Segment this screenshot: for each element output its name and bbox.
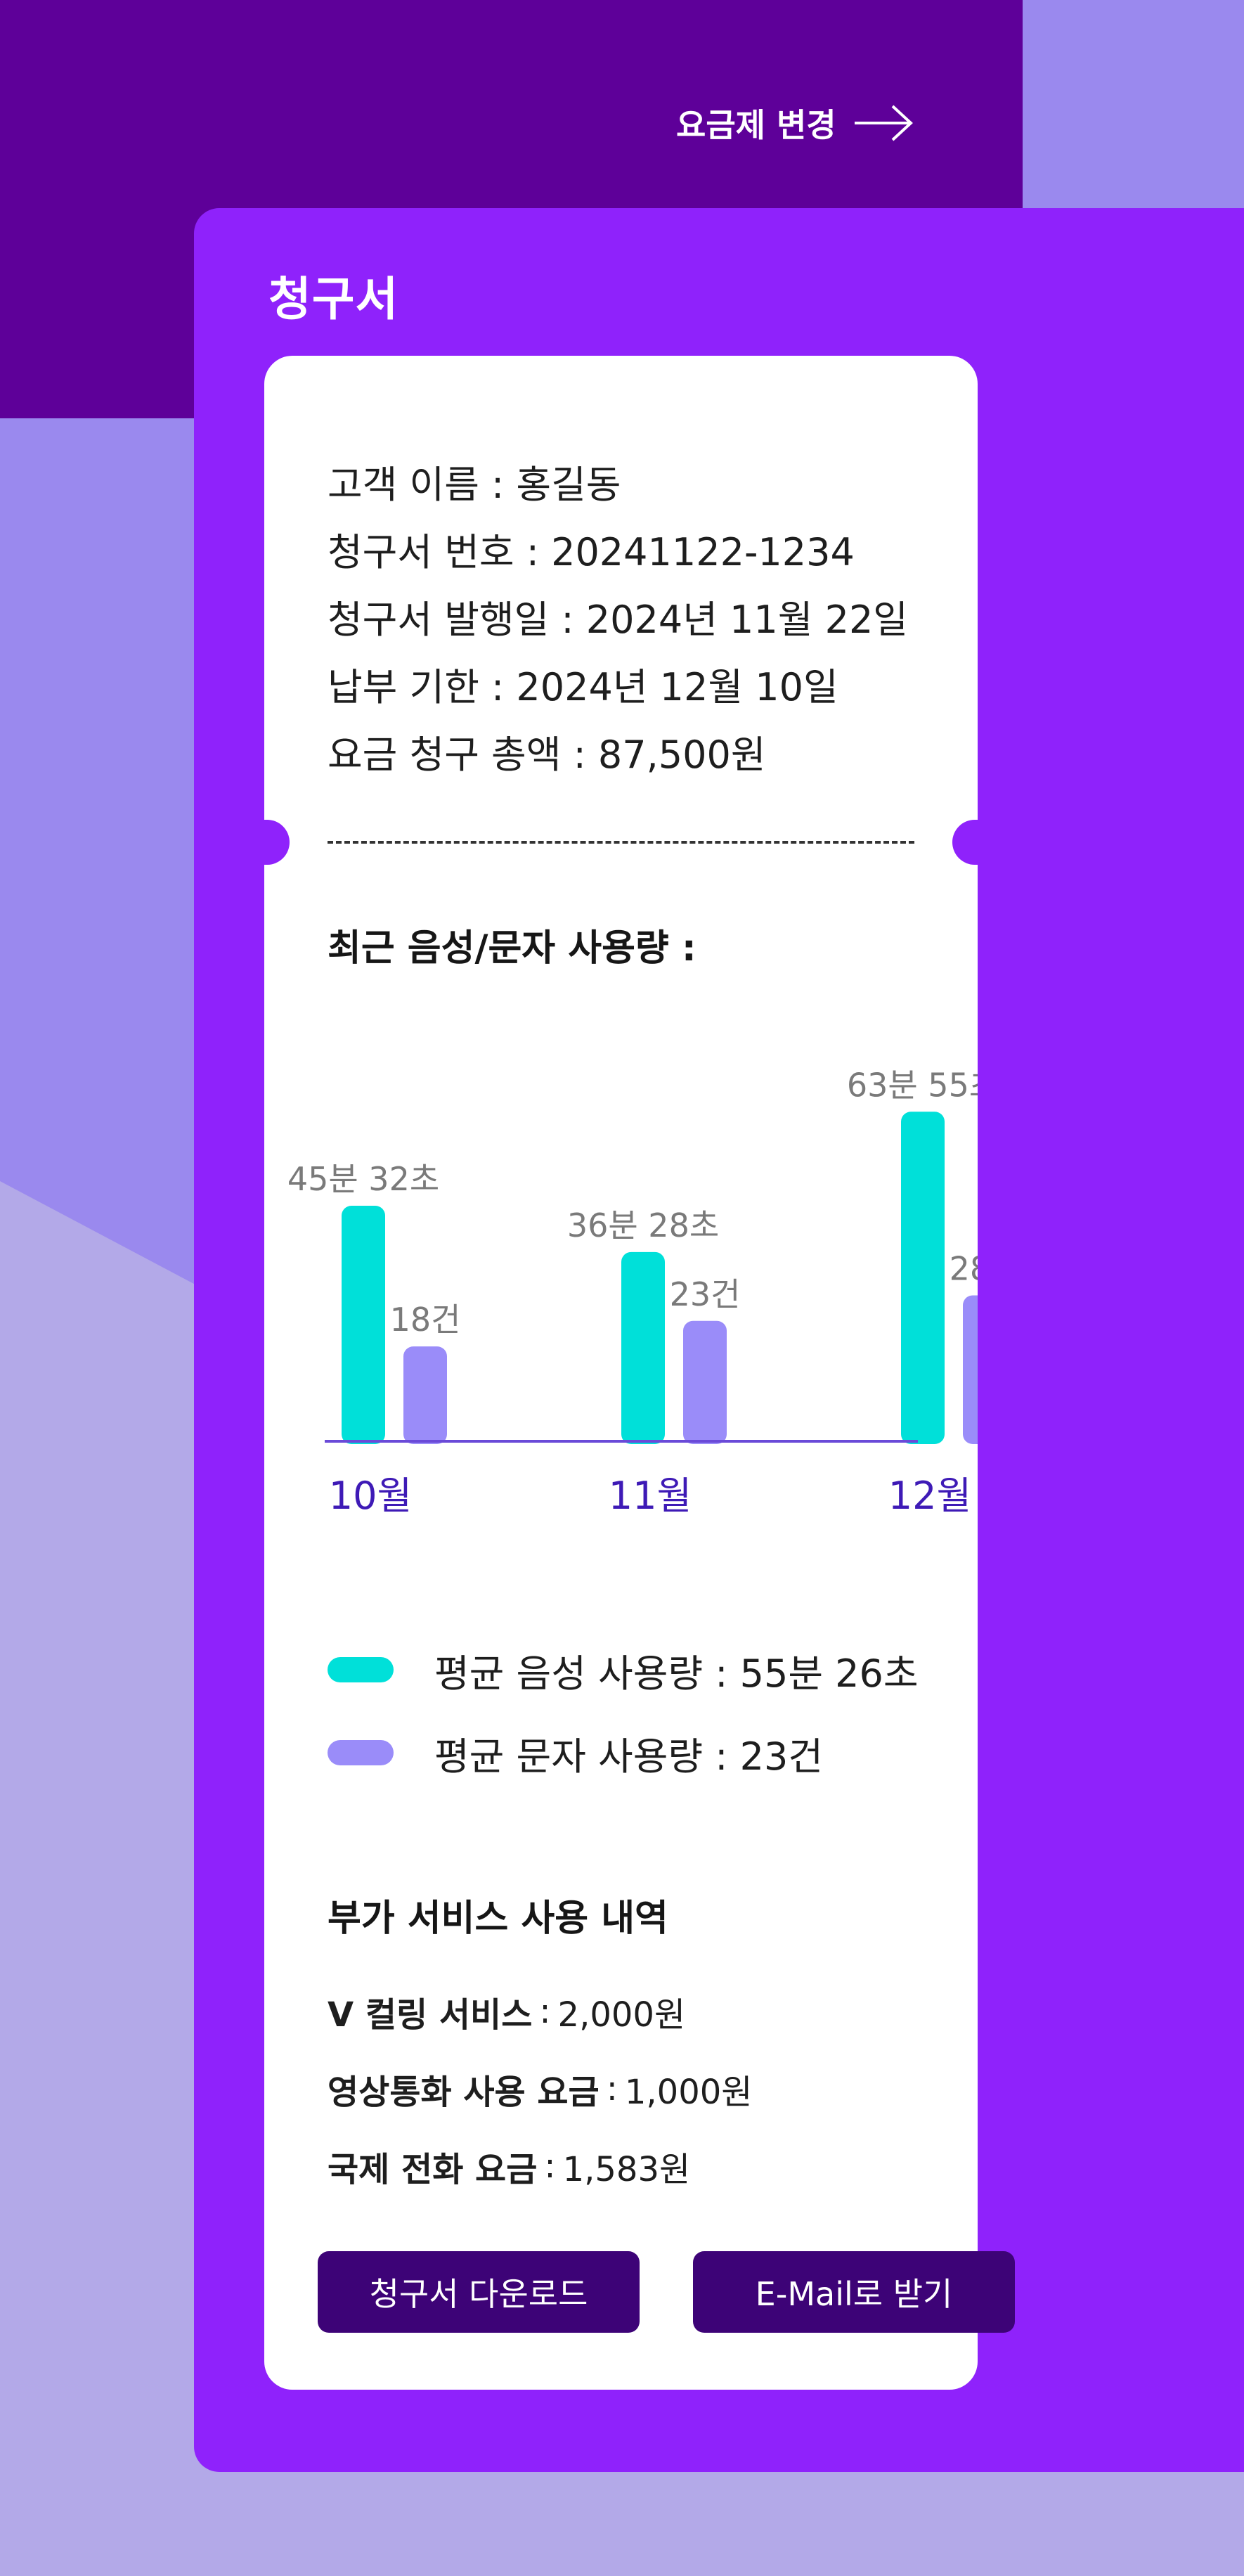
- invoice-info-list: 고객 이름 : 홍길동 청구서 번호 : 20241122-1234 청구서 발…: [328, 447, 908, 785]
- issue-date: 청구서 발행일 : 2024년 11월 22일: [328, 597, 908, 642]
- legend-item-sms: 평균 문자 사용량 : 23건: [328, 1711, 919, 1794]
- addon-list: V 컬링 서비스 : 2,000원 영상통화 사용 요금 : 1,000원 국제…: [328, 1973, 752, 2205]
- chart-legend: 평균 음성 사용량 : 55분 26초 평균 문자 사용량 : 23건: [328, 1628, 919, 1794]
- due-date: 납부 기한 : 2024년 12월 10일: [328, 664, 838, 709]
- bar-sms: [963, 1295, 978, 1444]
- bar-sms: [403, 1346, 447, 1444]
- addon-separator: :: [539, 1992, 551, 2031]
- category-label: 12월: [888, 1474, 971, 1518]
- legend-label-voice: 평균 음성 사용량 : 55분 26초: [434, 1651, 919, 1696]
- category-label: 10월: [329, 1474, 412, 1518]
- bar-data-label: 36분 28초: [567, 1206, 719, 1244]
- addon-separator: :: [544, 2146, 556, 2186]
- addon-name: 영상통화 사용 요금: [328, 2073, 600, 2112]
- addon-item: 영상통화 사용 요금 : 1,000원: [328, 2050, 752, 2127]
- bar-data-label: 23건: [670, 1275, 741, 1313]
- usage-bar-chart: 45분 32초 18건 10월 36분 28초 23건 11월 63분 55초 28건 12월: [287, 1066, 978, 1518]
- legend-item-voice: 평균 음성 사용량 : 55분 26초: [328, 1628, 919, 1711]
- category-label: 11월: [609, 1474, 692, 1518]
- change-plan-label: 요금제 변경: [676, 106, 836, 144]
- addon-name: 국제 전화 요금: [328, 2150, 538, 2189]
- ticket-notch-right: [952, 820, 985, 865]
- email-invoice-button[interactable]: E-Mail로 받기: [693, 2251, 1015, 2333]
- bar-data-label: 28건: [950, 1249, 978, 1287]
- bar-sms: [683, 1320, 727, 1444]
- bar-voice: [901, 1112, 945, 1444]
- change-plan-link[interactable]: 요금제 변경: [676, 91, 915, 155]
- addon-item: V 컬링 서비스 : 2,000원: [328, 1973, 752, 2050]
- addon-value: 1,583원: [562, 2150, 691, 2189]
- ticket-notch-left: [257, 820, 290, 865]
- customer-name: 고객 이름 : 홍길동: [328, 462, 621, 507]
- bar-data-label: 45분 32초: [287, 1160, 439, 1198]
- usage-section-title: 최근 음성/문자 사용량 :: [328, 927, 696, 970]
- addon-section-title: 부가 서비스 사용 내역: [328, 1898, 668, 1940]
- addon-value: 2,000원: [557, 1995, 686, 2035]
- invoice-sheet: 고객 이름 : 홍길동 청구서 번호 : 20241122-1234 청구서 발…: [257, 356, 1015, 2390]
- bar-data-label: 63분 55초: [847, 1066, 978, 1104]
- download-invoice-button[interactable]: 청구서 다운로드: [318, 2251, 640, 2333]
- legend-label-sms: 평균 문자 사용량 : 23건: [434, 1734, 824, 1779]
- addon-value: 1,000원: [624, 2073, 753, 2112]
- addon-separator: :: [606, 2069, 618, 2108]
- addon-name: V 컬링 서비스: [328, 1995, 533, 2035]
- addon-item: 국제 전화 요금 : 1,583원: [328, 2127, 752, 2205]
- bar-data-label: 18건: [390, 1301, 461, 1339]
- dashed-divider: [328, 841, 914, 844]
- invoice-card: 청구서 고객 이름 : 홍길동 청구서 번호 : 20241122-1234 청…: [194, 208, 1244, 2472]
- arrow-right-icon: [854, 105, 913, 141]
- invoice-number: 청구서 번호 : 20241122-1234: [328, 529, 855, 574]
- bar-voice: [342, 1205, 385, 1444]
- legend-swatch-sms: [328, 1740, 394, 1765]
- bar-voice: [621, 1251, 665, 1444]
- legend-swatch-voice: [328, 1657, 394, 1682]
- card-title: 청구서: [268, 272, 399, 326]
- total-amount: 요금 청구 총액 : 87,500원: [328, 732, 766, 777]
